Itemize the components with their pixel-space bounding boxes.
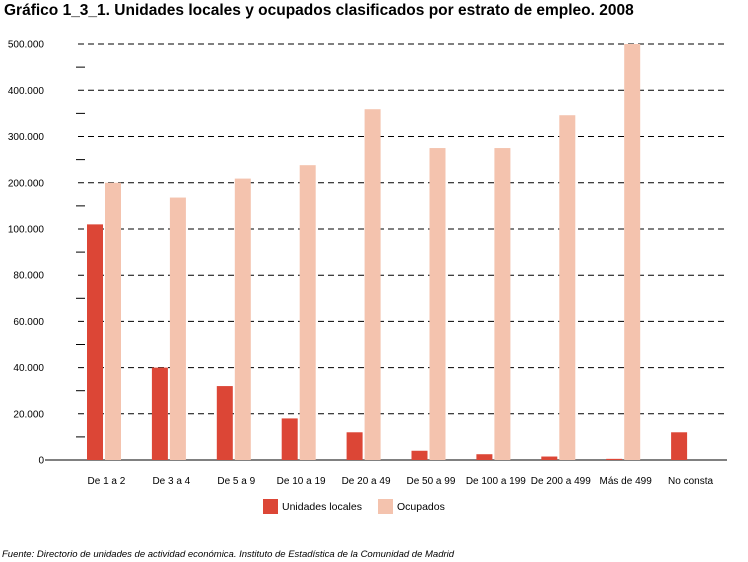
x-tick-label: No consta [668, 476, 713, 487]
bar-ocupados [169, 197, 186, 461]
x-tick-label: De 200 a 499 [531, 476, 591, 487]
y-tick-label: 200.000 [8, 178, 45, 189]
legend-item-unidades: Unidades locales [263, 499, 362, 514]
y-tick-label: 100.000 [8, 225, 45, 236]
y-tick-label: 20.000 [13, 409, 44, 420]
legend-swatch-unidades [263, 499, 278, 514]
bar-ocupados [299, 165, 316, 461]
y-tick-label: 40.000 [13, 363, 44, 374]
bar-ocupados [624, 44, 641, 460]
bar-ocupados [559, 115, 576, 460]
x-tick-label: Más de 499 [600, 476, 653, 487]
y-tick-label: 300.000 [8, 132, 45, 143]
legend-label-unidades: Unidades locales [282, 500, 362, 513]
legend: Unidades locales Ocupados [0, 499, 748, 519]
bar-chart: 0 20.000 40.000 60.000 80.000 100.000 200.000 3… [8, 40, 727, 487]
bar-unidades-locales [151, 367, 168, 460]
bar-ocupados [494, 148, 511, 460]
bar-unidades-locales [411, 450, 428, 460]
chart-title: Gráfico 1_3_1. Unidades locales y ocupad… [4, 2, 634, 19]
x-tick-label: De 10 a 19 [277, 476, 326, 487]
bar-unidades-locales [87, 224, 103, 460]
bar-ocupados [105, 182, 121, 460]
bar-unidades-locales [216, 386, 233, 460]
bar-ocupados [364, 109, 381, 461]
legend-swatch-ocupados [378, 499, 393, 514]
bar-unidades-locales [606, 458, 623, 460]
legend-label-ocupados: Ocupados [397, 500, 445, 513]
y-tick-label: 60.000 [13, 317, 44, 328]
legend-item-ocupados: Ocupados [378, 499, 445, 514]
bar-unidades-locales [346, 432, 363, 460]
x-tick-label: De 5 a 9 [217, 476, 255, 487]
y-tick-label: 80.000 [13, 271, 44, 282]
y-tick-label: 0 [38, 456, 44, 467]
x-tick-label: De 3 a 4 [152, 476, 190, 487]
bar-unidades-locales [671, 432, 688, 460]
bar-ocupados [234, 178, 251, 460]
x-tick-label: De 1 a 2 [88, 476, 126, 487]
x-tick-label: De 50 a 99 [406, 476, 455, 487]
x-tick-label: De 100 a 199 [466, 476, 526, 487]
source-note: Fuente: Directorio de unidades de activi… [2, 549, 455, 560]
x-tick-label: De 20 a 49 [342, 476, 391, 487]
bar-unidades-locales [541, 456, 558, 460]
y-tick-label: 500.000 [8, 40, 45, 51]
bar-unidades-locales [281, 418, 298, 460]
y-tick-label: 400.000 [8, 86, 45, 97]
bar-unidades-locales [476, 454, 493, 460]
bar-ocupados [429, 148, 446, 460]
